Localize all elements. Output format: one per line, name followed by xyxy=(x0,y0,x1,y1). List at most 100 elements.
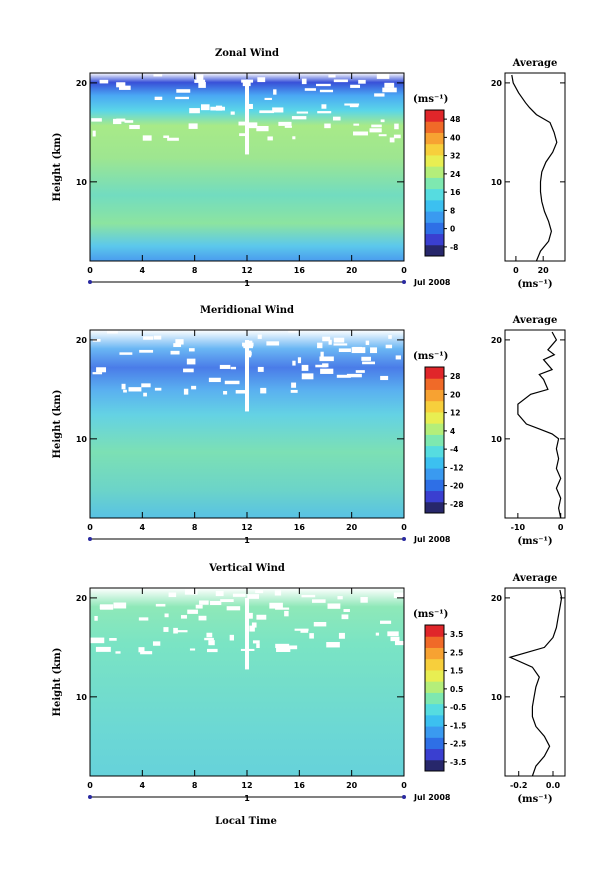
missing-cell xyxy=(116,82,126,88)
x-axis-label: Local Time xyxy=(215,816,277,827)
colorbar-tick-label: 3.5 xyxy=(450,630,463,639)
missing-cell xyxy=(115,651,121,654)
missing-cell xyxy=(176,630,188,633)
missing-cell xyxy=(319,89,334,93)
profile-x-tick-label: 20 xyxy=(538,266,550,275)
colorbar-tick-label: 0 xyxy=(450,225,455,234)
missing-cell xyxy=(327,603,341,609)
x-tick-label: 0 xyxy=(87,781,93,790)
colorbar-swatch xyxy=(425,199,444,212)
missing-cell xyxy=(380,375,389,381)
colorbar-swatch xyxy=(425,367,444,379)
profile-y-tick-label: 10 xyxy=(491,435,503,444)
missing-cell xyxy=(301,364,309,371)
missing-cell xyxy=(394,640,404,646)
x-tick-label: 12 xyxy=(241,781,252,790)
missing-cell xyxy=(215,590,224,597)
missing-cell xyxy=(355,370,365,373)
missing-cell xyxy=(315,364,327,368)
profile-y-tick-label: 10 xyxy=(491,178,503,187)
missing-cell xyxy=(176,89,191,93)
missing-cell xyxy=(241,79,254,83)
missing-cell xyxy=(313,621,327,627)
missing-cell xyxy=(338,632,345,639)
day-label: 1 xyxy=(244,279,250,288)
missing-cell xyxy=(106,330,118,334)
colorbar-swatch xyxy=(425,400,444,413)
missing-cell xyxy=(288,330,298,333)
missing-cell xyxy=(322,336,331,342)
missing-cell xyxy=(139,349,154,353)
missing-cell xyxy=(388,335,392,339)
missing-cell xyxy=(183,368,194,373)
colorbar-tick-label: 20 xyxy=(450,390,460,399)
colorbar-swatch xyxy=(425,748,444,761)
missing-cell xyxy=(153,74,163,77)
missing-cell xyxy=(336,374,351,378)
colorbar-tick-label: -2.5 xyxy=(450,740,466,749)
profile-x-tick-label: 0 xyxy=(513,266,519,275)
missing-cell xyxy=(333,79,348,83)
x-tick-label: 8 xyxy=(192,523,198,532)
profile-frame xyxy=(504,587,566,777)
colorbar-swatch xyxy=(425,681,444,693)
missing-cell xyxy=(264,97,272,101)
missing-cell xyxy=(257,366,264,372)
panel-3: Vertical Wind 0 4 8 12 16 20 0 10 20 Height (km) 1 J… xyxy=(52,563,566,805)
profile-x-label: (ms⁻¹) xyxy=(517,536,552,547)
missing-cell xyxy=(226,606,241,611)
missing-cell xyxy=(384,82,395,88)
missing-cell xyxy=(119,352,133,355)
missing-cell xyxy=(332,116,341,121)
colorbar-tick-label: 16 xyxy=(450,188,460,197)
missing-cell xyxy=(91,118,102,122)
date-label: Jul 2008 xyxy=(413,793,451,802)
profile-line xyxy=(508,589,563,777)
x-tick-label: 16 xyxy=(294,781,306,790)
missing-cell xyxy=(195,604,203,609)
missing-cell xyxy=(175,339,184,345)
missing-cell xyxy=(292,360,296,366)
missing-cell xyxy=(275,643,290,649)
missing-cell xyxy=(201,104,210,111)
missing-cell xyxy=(180,615,187,619)
missing-cell xyxy=(124,120,134,123)
colorbar-swatch xyxy=(425,423,444,435)
missing-cell xyxy=(374,93,385,97)
x-tick-label: 12 xyxy=(241,523,252,532)
missing-cell xyxy=(247,350,252,354)
missing-cell xyxy=(267,136,273,141)
panel-title: Meridional Wind xyxy=(200,305,294,316)
missing-data-mask xyxy=(91,73,401,143)
missing-cell xyxy=(256,125,269,132)
missing-cell xyxy=(328,74,336,78)
missing-cell xyxy=(121,383,126,390)
missing-cell xyxy=(378,134,387,137)
colorbar-unit: (ms⁻¹) xyxy=(413,351,448,362)
x-tick-label: 16 xyxy=(294,523,306,532)
missing-cell xyxy=(247,103,253,109)
missing-cell xyxy=(173,627,178,634)
missing-data-mask xyxy=(90,589,404,655)
missing-cell xyxy=(232,593,246,597)
missing-cell xyxy=(189,108,200,114)
missing-cell xyxy=(369,128,382,133)
missing-cell xyxy=(184,589,198,595)
missing-cell xyxy=(278,121,292,126)
missing-cell xyxy=(248,340,253,345)
colorbar-swatch xyxy=(425,726,444,738)
missing-cell xyxy=(272,107,284,113)
x-tick-label: 0 xyxy=(87,266,93,275)
missing-cell xyxy=(333,343,348,346)
y-tick-label: 10 xyxy=(76,435,88,444)
missing-cell xyxy=(175,96,189,100)
missing-cell xyxy=(154,387,162,391)
missing-cell xyxy=(167,137,179,141)
missing-cell xyxy=(94,615,98,621)
y-tick-label: 20 xyxy=(76,336,88,345)
profile-y-tick-label: 20 xyxy=(491,594,503,603)
missing-cell xyxy=(353,131,368,136)
missing-cell xyxy=(168,592,177,598)
missing-cell xyxy=(224,380,240,385)
